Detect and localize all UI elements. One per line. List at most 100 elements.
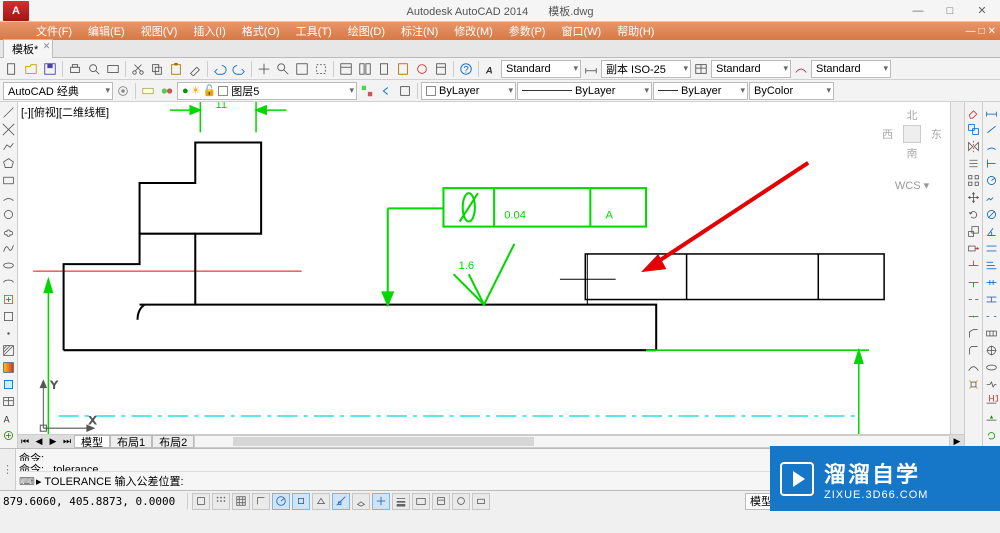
help-icon[interactable]: ? [457,60,475,78]
revcloud-icon[interactable] [1,223,17,239]
properties-icon[interactable] [337,60,355,78]
dimstyle-combo[interactable]: 副本 ISO-25 [601,60,691,78]
markupset-icon[interactable] [413,60,431,78]
document-tab-close-icon[interactable]: ✕ [43,41,51,52]
mlstyle-combo[interactable]: Standard [811,60,891,78]
rotate-icon[interactable] [966,206,982,222]
zoom-extents-icon[interactable] [293,60,311,78]
point-icon[interactable] [1,325,17,341]
dim-ordinate-icon[interactable] [984,155,1000,171]
layer-states-icon[interactable] [158,82,176,100]
pan-icon[interactable] [255,60,273,78]
dim-arc-icon[interactable] [984,138,1000,154]
matchprop-icon[interactable] [186,60,204,78]
paste-icon[interactable] [167,60,185,78]
lineweight-combo[interactable]: ByLayer [653,82,748,100]
workspace-settings-icon[interactable] [114,82,132,100]
gradient-icon[interactable] [1,359,17,375]
arc-icon[interactable] [1,189,17,205]
chamfer-icon[interactable] [966,325,982,341]
ellipse-arc-icon[interactable] [1,274,17,290]
tablestyle-combo[interactable]: Standard [711,60,791,78]
explode-icon[interactable] [966,376,982,392]
designcenter-icon[interactable] [356,60,374,78]
dim-continue-icon[interactable] [984,274,1000,290]
linetype-combo[interactable]: ByLayer [517,82,652,100]
grid-icon[interactable] [232,493,250,510]
snap-icon[interactable] [212,493,230,510]
menu-view[interactable]: 视图(V) [133,23,186,39]
menu-tools[interactable]: 工具(T) [288,23,340,39]
break-icon[interactable] [966,291,982,307]
copy-icon[interactable] [148,60,166,78]
layout-tab-model[interactable]: 模型 [74,435,110,448]
sc-icon[interactable] [452,493,470,510]
dim-angular-icon[interactable] [984,223,1000,239]
move-icon[interactable] [966,189,982,205]
dim-break-icon[interactable] [984,308,1000,324]
tablestyle-icon[interactable] [692,60,710,78]
copy-object-icon[interactable] [966,121,982,137]
dim-jogline-icon[interactable] [984,376,1000,392]
table-icon[interactable] [1,393,17,409]
layer-properties-icon[interactable] [139,82,157,100]
polyline-icon[interactable] [1,138,17,154]
vertical-scrollbar[interactable] [950,102,964,434]
menu-file[interactable]: 文件(F) [28,23,80,39]
new-icon[interactable] [3,60,21,78]
app-logo[interactable]: A [3,1,29,21]
layer-previous-icon[interactable] [377,82,395,100]
qp-icon[interactable] [432,493,450,510]
publish-icon[interactable] [104,60,122,78]
zoom-window-icon[interactable] [312,60,330,78]
rectangle-icon[interactable] [1,172,17,188]
save-icon[interactable] [41,60,59,78]
trim-icon[interactable] [966,257,982,273]
dim-baseline-icon[interactable] [984,257,1000,273]
dim-edit-icon[interactable]: H1 [984,393,1000,409]
tolerance-icon[interactable] [984,325,1000,341]
centermark-icon[interactable] [984,342,1000,358]
textstyle-combo[interactable]: Standard [501,60,581,78]
open-icon[interactable] [22,60,40,78]
tab-scroll-first-icon[interactable]: ⏮ [18,435,32,448]
fillet-icon[interactable] [966,342,982,358]
doc-min-icon[interactable]: — [966,26,976,37]
dim-aligned-icon[interactable] [984,121,1000,137]
close-button[interactable]: ✕ [967,2,997,20]
ducs-icon[interactable] [352,493,370,510]
maximize-button[interactable]: □ [935,2,965,20]
spline-icon[interactable] [1,240,17,256]
layer-iso-icon[interactable] [396,82,414,100]
workspace-combo[interactable]: AutoCAD 经典 [3,82,113,100]
doc-max-icon[interactable]: □ [979,26,985,37]
textstyle-icon[interactable]: A [482,60,500,78]
line-icon[interactable] [1,104,17,120]
dim-inspect-icon[interactable] [984,359,1000,375]
xline-icon[interactable] [1,121,17,137]
mlstyle-icon[interactable] [792,60,810,78]
region-icon[interactable] [1,376,17,392]
ortho-icon[interactable] [252,493,270,510]
insert-block-icon[interactable] [1,291,17,307]
blend-icon[interactable] [966,359,982,375]
hatch-icon[interactable] [1,342,17,358]
tab-scroll-last-icon[interactable]: ⏭ [60,435,74,448]
undo-icon[interactable] [211,60,229,78]
otrack-icon[interactable] [332,493,350,510]
dim-tedit-icon[interactable] [984,410,1000,426]
erase-icon[interactable] [966,104,982,120]
redo-icon[interactable] [230,60,248,78]
mirror-icon[interactable] [966,138,982,154]
addselected-icon[interactable] [1,427,17,443]
menu-window[interactable]: 窗口(W) [553,23,609,39]
tab-scroll-next-icon[interactable]: ▶ [46,435,60,448]
cut-icon[interactable] [129,60,147,78]
sheetset-icon[interactable] [394,60,412,78]
layout-tab-1[interactable]: 布局1 [110,435,152,448]
dim-diameter-icon[interactable] [984,206,1000,222]
minimize-button[interactable]: — [903,2,933,20]
extend-icon[interactable] [966,274,982,290]
stretch-icon[interactable] [966,240,982,256]
join-icon[interactable] [966,308,982,324]
